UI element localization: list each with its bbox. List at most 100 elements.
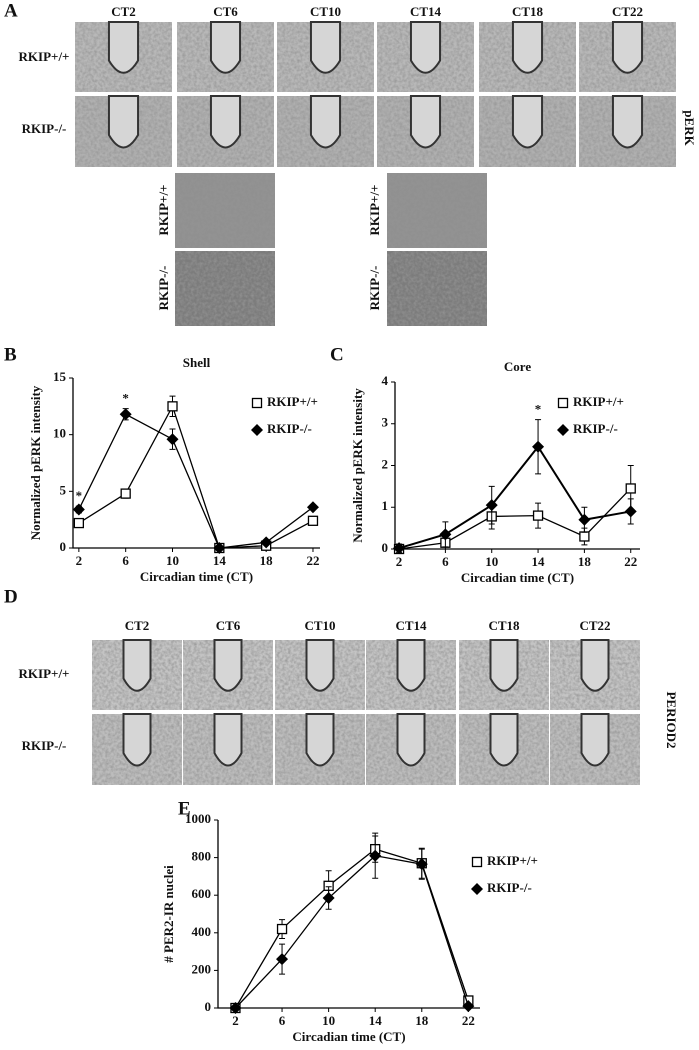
- marker: [322, 892, 335, 905]
- legend-label: RKIP-/-: [267, 421, 312, 436]
- x-tick-label: 22: [462, 1013, 475, 1028]
- marker: [276, 923, 288, 935]
- marker: [167, 401, 178, 412]
- y-tick-label: 2: [382, 456, 389, 471]
- column-header: CT18: [488, 618, 520, 633]
- y-tick-label: 1000: [185, 811, 211, 826]
- column-header: CT6: [213, 4, 238, 19]
- legend-marker: [471, 856, 483, 868]
- marker: [276, 953, 289, 966]
- marker: [485, 499, 498, 512]
- x-axis-label: Circadian time (CT): [461, 570, 574, 585]
- ventricle: [396, 639, 426, 692]
- legend-marker: [251, 397, 263, 409]
- ventricle: [213, 713, 243, 767]
- ventricle: [305, 639, 335, 692]
- ventricle: [107, 21, 140, 74]
- column-header: CT2: [125, 618, 150, 633]
- annotation: *: [76, 488, 83, 503]
- series-line: [234, 855, 469, 1009]
- micrograph: [377, 21, 474, 92]
- marker: [624, 505, 637, 518]
- legend-marker: [557, 424, 569, 436]
- series-line: [398, 488, 632, 550]
- panel-label: A: [4, 0, 18, 21]
- series-line: [398, 444, 631, 550]
- y-tick-label: 600: [192, 886, 212, 901]
- marker-label: PERIOD2: [664, 691, 679, 748]
- ventricle: [305, 713, 335, 767]
- legend-label: RKIP+/+: [573, 394, 624, 409]
- marker: [120, 488, 131, 499]
- legend-label: RKIP+/+: [487, 853, 538, 868]
- y-axis-label: # PER2-IR nuclei: [161, 865, 176, 963]
- micrograph: [366, 713, 456, 785]
- marker-label: pERK: [682, 110, 697, 146]
- micrograph: [275, 713, 365, 785]
- micrograph: [177, 95, 274, 167]
- x-tick-label: 6: [122, 553, 129, 568]
- x-axis-label: Circadian time (CT): [292, 1029, 405, 1044]
- micrograph-texture: [387, 173, 487, 248]
- marker: [415, 858, 428, 871]
- micrograph: [183, 713, 273, 785]
- legend-marker: [557, 397, 569, 409]
- chart-title: Shell: [183, 355, 211, 370]
- annotation: *: [535, 402, 542, 417]
- x-tick-label: 18: [415, 1013, 429, 1028]
- micrograph: [177, 21, 274, 92]
- micrograph: [550, 713, 640, 785]
- x-tick-label: 2: [232, 1013, 239, 1028]
- x-tick-label: 2: [396, 554, 403, 569]
- marker: [532, 510, 544, 521]
- y-tick-label: 200: [192, 961, 212, 976]
- column-header: CT14: [395, 618, 427, 633]
- ventricle: [209, 95, 242, 149]
- ventricle: [580, 713, 610, 767]
- micrograph: [275, 639, 365, 710]
- y-tick-label: 15: [53, 369, 67, 384]
- y-axis-label: Normalized pERK intensity: [28, 385, 43, 540]
- panel-label: D: [4, 586, 18, 607]
- micrograph-texture: [175, 173, 275, 248]
- micrograph: [75, 95, 172, 167]
- ventricle: [511, 21, 544, 74]
- marker: [72, 503, 85, 516]
- y-tick-label: 0: [60, 539, 67, 554]
- inset-row-label: RKIP-/-: [367, 266, 382, 311]
- marker: [439, 528, 452, 541]
- series-line: [78, 404, 314, 549]
- marker: [229, 1002, 242, 1014]
- legend-label: RKIP-/-: [573, 421, 618, 436]
- legend-label: RKIP+/+: [267, 394, 318, 409]
- marker: [307, 515, 319, 526]
- micrograph: [175, 173, 275, 248]
- y-tick-label: 0: [382, 540, 389, 555]
- x-tick-label: 10: [322, 1013, 335, 1028]
- micrograph: [479, 21, 576, 92]
- x-tick-label: 14: [213, 553, 227, 568]
- micrograph: [459, 713, 549, 785]
- micrograph: [459, 639, 549, 710]
- panel-label: C: [330, 344, 344, 365]
- micrograph: [92, 713, 182, 785]
- x-tick-label: 22: [624, 554, 637, 569]
- ventricle: [409, 21, 442, 74]
- marker: [73, 517, 85, 529]
- column-header: CT10: [310, 4, 341, 19]
- marker: [369, 849, 382, 862]
- column-header: CT18: [512, 4, 544, 19]
- axes: [217, 820, 480, 1009]
- legend-marker: [251, 424, 263, 436]
- marker: [393, 542, 406, 555]
- marker: [166, 433, 179, 446]
- y-tick-label: 800: [192, 849, 212, 864]
- ventricle: [611, 95, 644, 149]
- x-tick-label: 18: [260, 553, 274, 568]
- y-tick-label: 400: [192, 924, 212, 939]
- y-tick-label: 5: [60, 482, 67, 497]
- marker: [260, 536, 273, 549]
- series-line: [234, 848, 469, 1009]
- ventricle: [409, 95, 442, 149]
